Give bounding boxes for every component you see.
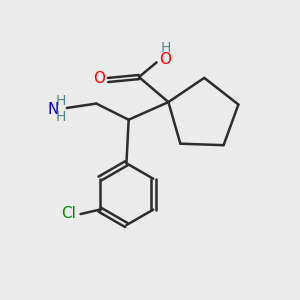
Text: H: H <box>55 110 65 124</box>
Text: O: O <box>160 52 172 68</box>
Text: H: H <box>55 94 65 109</box>
Text: Cl: Cl <box>61 206 76 221</box>
Text: N: N <box>48 102 59 117</box>
Text: O: O <box>93 71 105 86</box>
Text: H: H <box>160 41 171 55</box>
